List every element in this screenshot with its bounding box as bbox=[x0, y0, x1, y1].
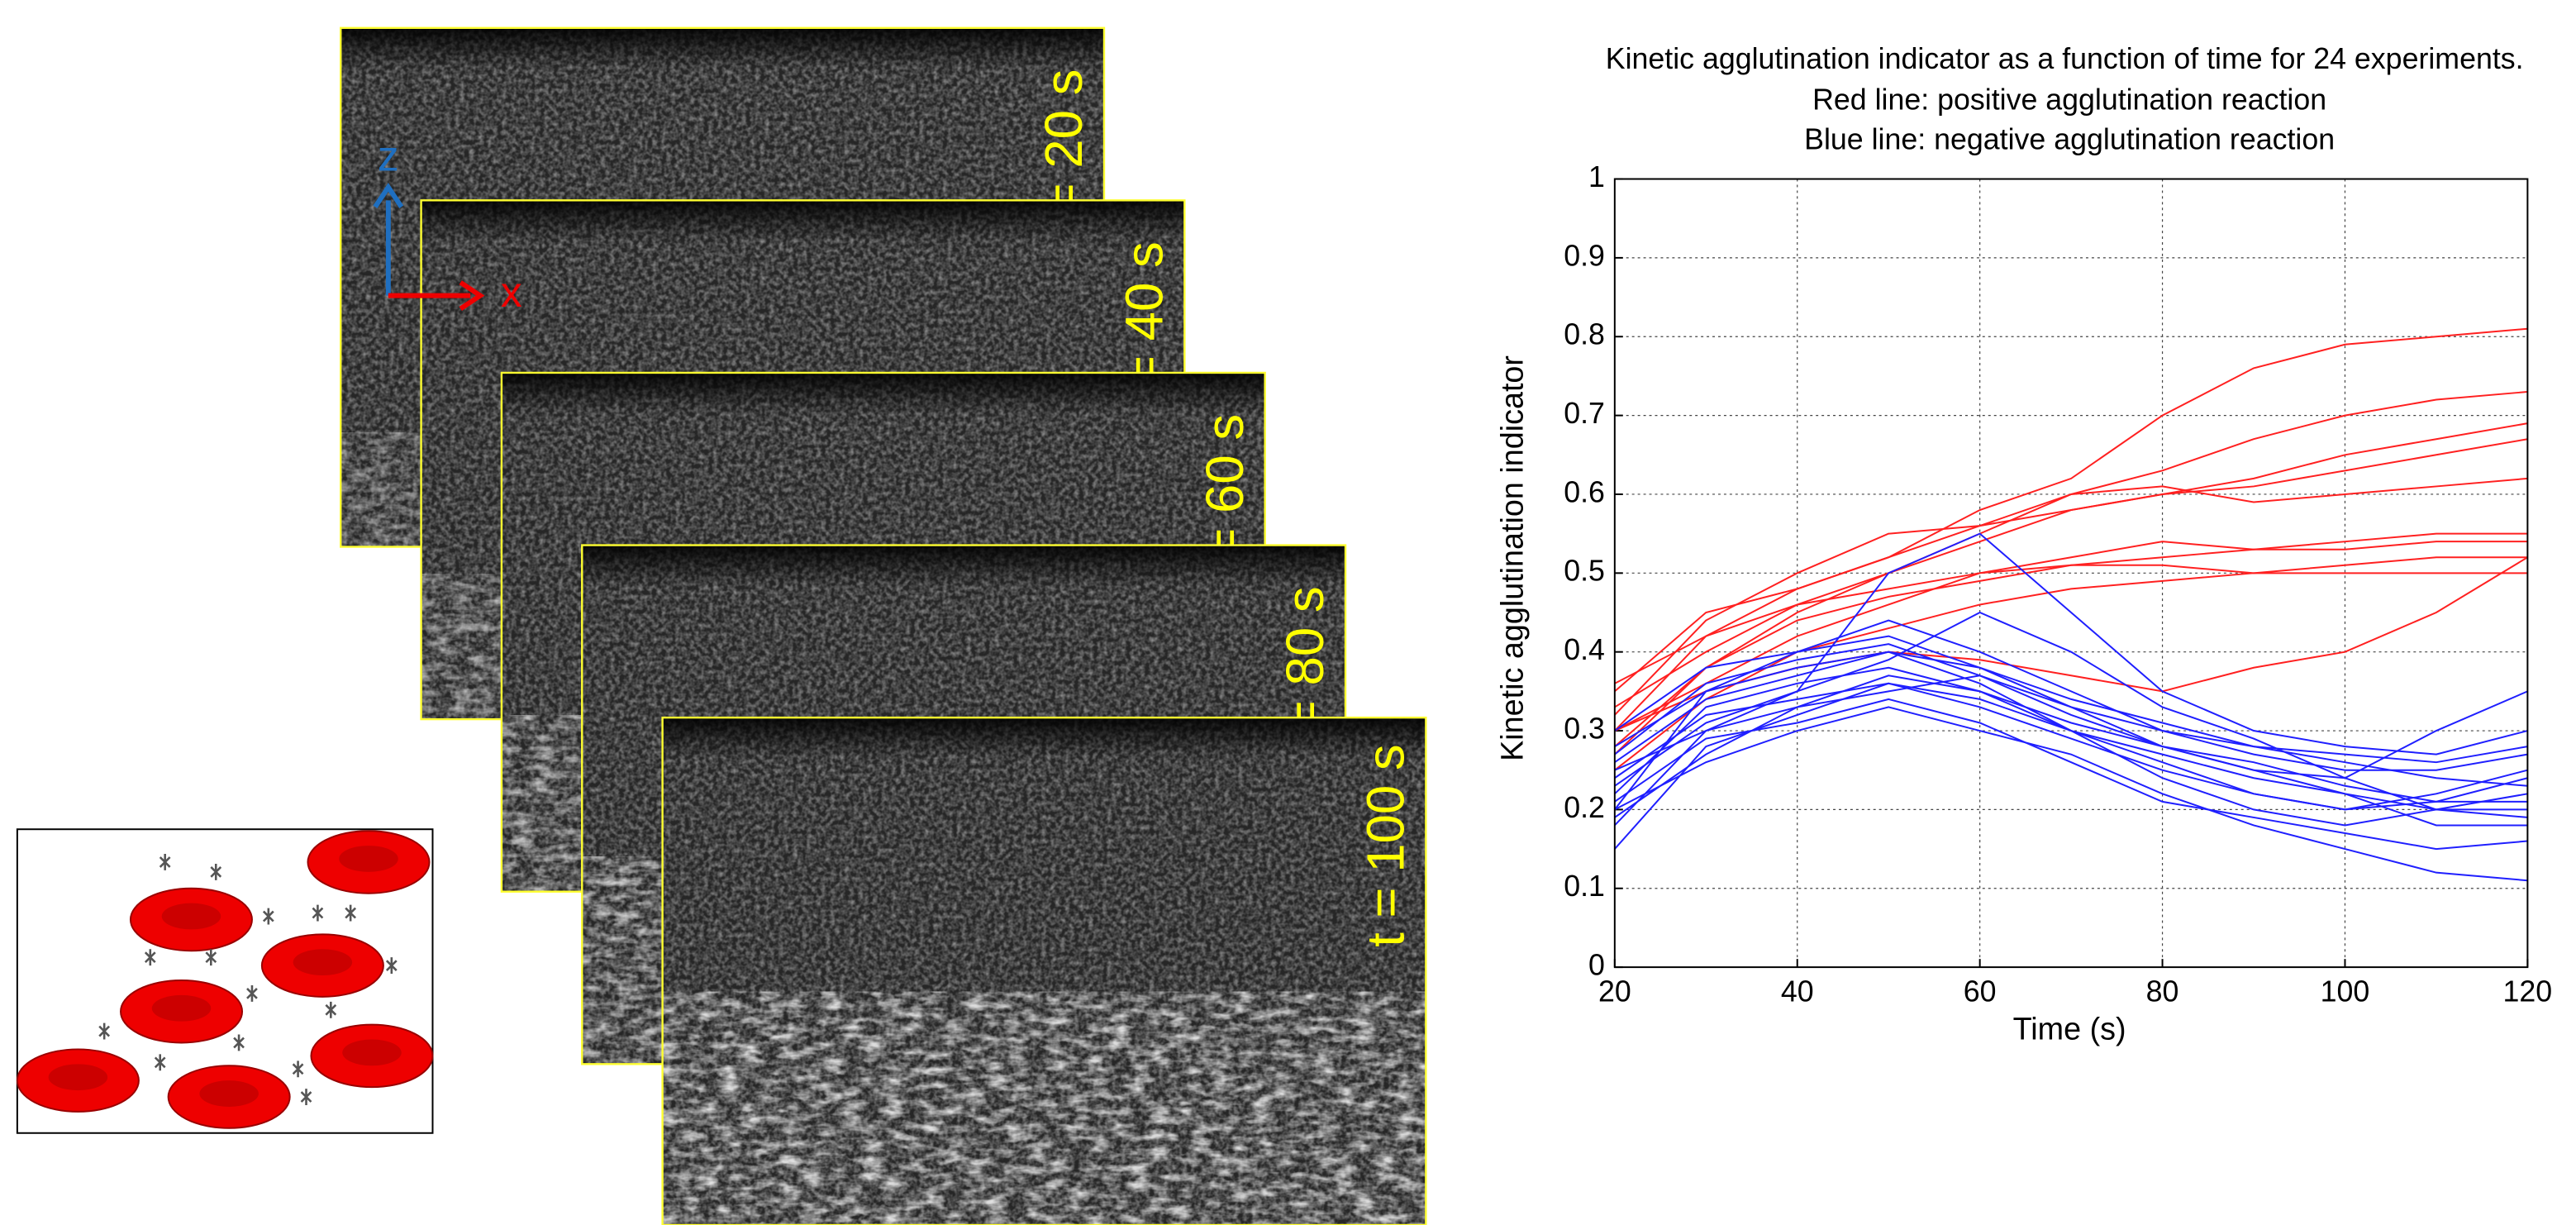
y-tick-label: 0.2 bbox=[1564, 791, 1605, 824]
y-axis-label: Kinetic agglutination indicator bbox=[1495, 355, 1530, 761]
data-line bbox=[1614, 327, 2528, 732]
z-label: z bbox=[378, 131, 399, 179]
y-tick-label: 0.6 bbox=[1564, 475, 1605, 508]
orientation-axes: z x bbox=[373, 131, 522, 316]
y-tick-label: 1 bbox=[1588, 160, 1605, 193]
x-tick-label: 40 bbox=[1781, 975, 1814, 1008]
time-label: t = 100 s bbox=[1356, 744, 1415, 947]
y-tick-label: 0.9 bbox=[1564, 239, 1605, 272]
data-line bbox=[1614, 477, 2528, 693]
z-arrowhead bbox=[373, 183, 404, 208]
x-tick-label: 20 bbox=[1598, 975, 1631, 1008]
data-line bbox=[1614, 698, 2528, 851]
x-axis-label: Time (s) bbox=[2013, 1012, 2126, 1046]
x-tick-label: 80 bbox=[2146, 975, 2179, 1008]
chart: Kinetic agglutination indicator as a fun… bbox=[1495, 42, 2553, 1046]
x-tick-label: 120 bbox=[2503, 975, 2553, 1008]
y-tick-label: 0 bbox=[1588, 949, 1605, 982]
cell-centers bbox=[48, 846, 402, 1107]
data-line bbox=[1614, 532, 2528, 732]
y-tick-label: 0.5 bbox=[1564, 555, 1605, 588]
data-line bbox=[1614, 619, 2528, 771]
antibodies bbox=[98, 854, 398, 1105]
image-stack: t = 20 st = 40 st = 60 st = 80 st = 100 … bbox=[340, 26, 1427, 1225]
y-tick-label: 0.1 bbox=[1564, 870, 1605, 903]
data-line bbox=[1614, 556, 2528, 684]
data-line bbox=[1614, 682, 2528, 811]
data-line bbox=[1614, 651, 2528, 787]
plot-frame bbox=[1613, 178, 2529, 969]
y-tick-label: 0.7 bbox=[1564, 397, 1605, 430]
x-arrowhead bbox=[459, 280, 485, 311]
panel-border bbox=[661, 716, 1427, 1225]
data-line bbox=[1614, 706, 2528, 882]
x-tick-label: 60 bbox=[1964, 975, 1997, 1008]
data-line bbox=[1614, 611, 2528, 818]
chart-title: Kinetic agglutination indicator as a fun… bbox=[1606, 42, 2524, 75]
data-line bbox=[1614, 651, 2528, 827]
x-label: x bbox=[501, 268, 522, 316]
y-tick-label: 0.3 bbox=[1564, 712, 1605, 745]
chart-subtitle: Blue line: negative agglutination reacti… bbox=[1804, 122, 2335, 155]
data-line bbox=[1614, 643, 2528, 764]
y-tick-label: 0.4 bbox=[1564, 633, 1605, 666]
data-line bbox=[1614, 674, 2528, 818]
x-tick-label: 100 bbox=[2321, 975, 2370, 1008]
panel-shade bbox=[662, 717, 1426, 1225]
data-line bbox=[1614, 438, 2528, 716]
data-line bbox=[1614, 674, 2528, 811]
cell-cartoon bbox=[16, 828, 434, 1134]
chart-subtitle: Red line: positive agglutination reactio… bbox=[1812, 83, 2326, 117]
image-panel: t = 100 s bbox=[661, 716, 1427, 1225]
y-tick-label: 0.8 bbox=[1564, 318, 1605, 351]
